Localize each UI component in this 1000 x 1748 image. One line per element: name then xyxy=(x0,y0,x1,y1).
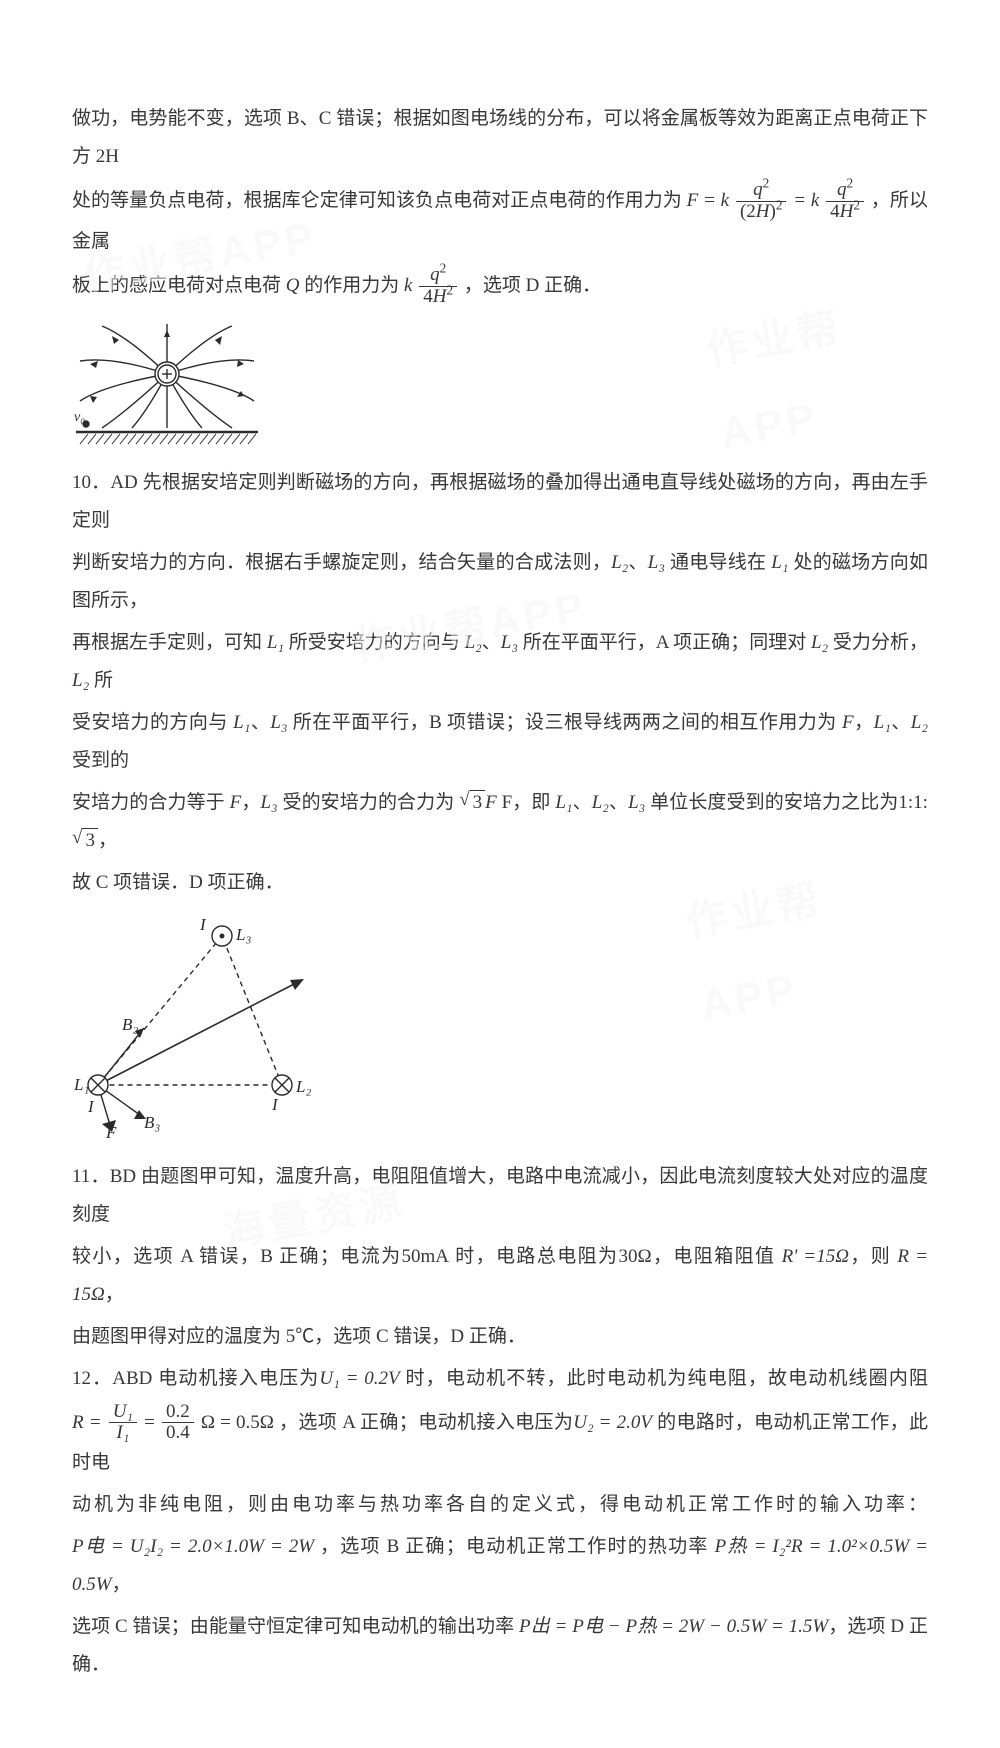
var-L2: L₂ xyxy=(611,552,628,573)
text: 板上的感应电荷对点电荷 xyxy=(72,275,286,296)
text: 做功，电势能不变，选项 B、C 错误；根据如图电场线的分布，可以将金属板等效为距… xyxy=(72,108,928,167)
q10-figure-triangle: I L₃ L₁ L₂ I I B₂ B₃ F xyxy=(72,910,928,1154)
eq-F-lhs: F = k xyxy=(687,190,729,211)
q11-paragraph-1: 11．BD 由题图甲可知，温度升高，电阻阻值增大，电路中电流减小，因此电流刻度较… xyxy=(72,1158,928,1234)
svg-text:B₃: B₃ xyxy=(144,1113,160,1132)
eq-R-lhs: R = xyxy=(72,1411,107,1432)
q11-number-answer: 11．BD xyxy=(72,1166,136,1187)
fraction: q2 4H2 xyxy=(419,265,457,308)
q10-paragraph-2: 判断安培力的方向．根据右手螺旋定则，结合矢量的合成法则，L₂、L₃ 通电导线在 … xyxy=(72,544,928,620)
var-L3: L₃ xyxy=(648,552,665,573)
q10-paragraph-1: 10．AD 先根据安培定则判断磁场的方向，再根据磁场的叠加得出通电直导线处磁场的… xyxy=(72,464,928,540)
q10-paragraph-6: 故 C 项错误．D 项正确． xyxy=(72,864,928,902)
sqrt3: √3 xyxy=(72,828,98,854)
q9-figure-fieldlines: v₀ xyxy=(72,316,928,460)
text: ，选项 D 正确． xyxy=(464,275,601,296)
eq-mid: = k xyxy=(793,190,819,211)
q10-paragraph-3: 再根据左手定则，可知 L₁ 所受安培力的方向与 L₂、L₃ 所在平面平行，A 项… xyxy=(72,624,928,700)
var-2H: 2H xyxy=(96,146,119,167)
text: 的作用力为 xyxy=(300,275,405,296)
q9-paragraph-1: 做功，电势能不变，选项 B、C 错误；根据如图电场线的分布，可以将金属板等效为距… xyxy=(72,100,928,176)
q9-paragraph-3: 板上的感应电荷对点电荷 Q 的作用力为 k q2 4H2 ，选项 D 正确． xyxy=(72,265,928,308)
svg-text:I: I xyxy=(271,1095,279,1114)
q12-paragraph-4: P电 = U₂I₂ = 2.0×1.0W = 2W ，选项 B 正确；电动机正常… xyxy=(72,1528,928,1604)
q12-paragraph-3: 动机为非纯电阻，则由电功率与热功率各自的定义式，得电动机正常工作时的输入功率： xyxy=(72,1486,928,1524)
sqrt3: √3 xyxy=(459,790,485,816)
q10-paragraph-4: 受安培力的方向与 L₁、L₃ 所在平面平行，B 项错误；设三根导线两两之间的相互… xyxy=(72,704,928,780)
svg-text:I: I xyxy=(87,1097,95,1116)
q12-paragraph-1: 12．ABD 电动机接入电压为U₁ = 0.2V 时，电动机不转，此时电动机为纯… xyxy=(72,1360,928,1398)
svg-text:v₀: v₀ xyxy=(74,410,85,425)
svg-text:L₂: L₂ xyxy=(295,1077,311,1096)
q12-number-answer: 12．ABD xyxy=(72,1368,152,1389)
svg-text:I: I xyxy=(199,915,207,934)
q11-paragraph-3: 由题图甲得对应的温度为 5℃，选项 C 错误，D 正确． xyxy=(72,1318,928,1356)
text: 判断安培力的方向．根据右手螺旋定则，结合矢量的合成法则， xyxy=(72,552,611,573)
eq-k: k xyxy=(404,275,412,296)
svg-text:L₁: L₁ xyxy=(73,1075,89,1094)
text: 先根据安培定则判断磁场的方向，再根据磁场的叠加得出通电直导线处磁场的方向，再由左… xyxy=(72,472,928,531)
var-L1: L₁ xyxy=(771,552,788,573)
svg-text:F: F xyxy=(105,1123,117,1140)
q10-paragraph-5: 安培力的合力等于 F，L₃ 受的安培力的合力为 √3F F，即 L₁、L₂、L₃… xyxy=(72,784,928,860)
svg-text:B₂: B₂ xyxy=(122,1015,138,1034)
q12-paragraph-5: 选项 C 错误；由能量守恒定律可知电动机的输出功率 P出 = P电 − P热 =… xyxy=(72,1608,928,1684)
svg-text:L₃: L₃ xyxy=(235,925,251,944)
text: 处的等量负点电荷，根据库仑定律可知该负点电荷对正点电荷的作用力为 xyxy=(72,190,687,211)
text: 由题图甲可知，温度升高，电阻阻值增大，电路中电流减小，因此电流刻度较大处对应的温… xyxy=(72,1166,928,1225)
q9-paragraph-2: 处的等量负点电荷，根据库仑定律可知该负点电荷对正点电荷的作用力为 F = k q… xyxy=(72,180,928,261)
var-Q: Q xyxy=(286,275,300,296)
fraction: q2 4H2 xyxy=(826,180,864,223)
fraction: 0.2 0.4 xyxy=(162,1402,194,1445)
q11-paragraph-2: 较小，选项 A 错误，B 正确；电流为50mA 时，电路总电阻为30Ω，电阻箱阻… xyxy=(72,1238,928,1314)
fraction: U₁ I₁ xyxy=(109,1402,137,1445)
fraction: q2 (2H)2 xyxy=(736,180,787,223)
q10-number-answer: 10．AD xyxy=(72,472,138,493)
